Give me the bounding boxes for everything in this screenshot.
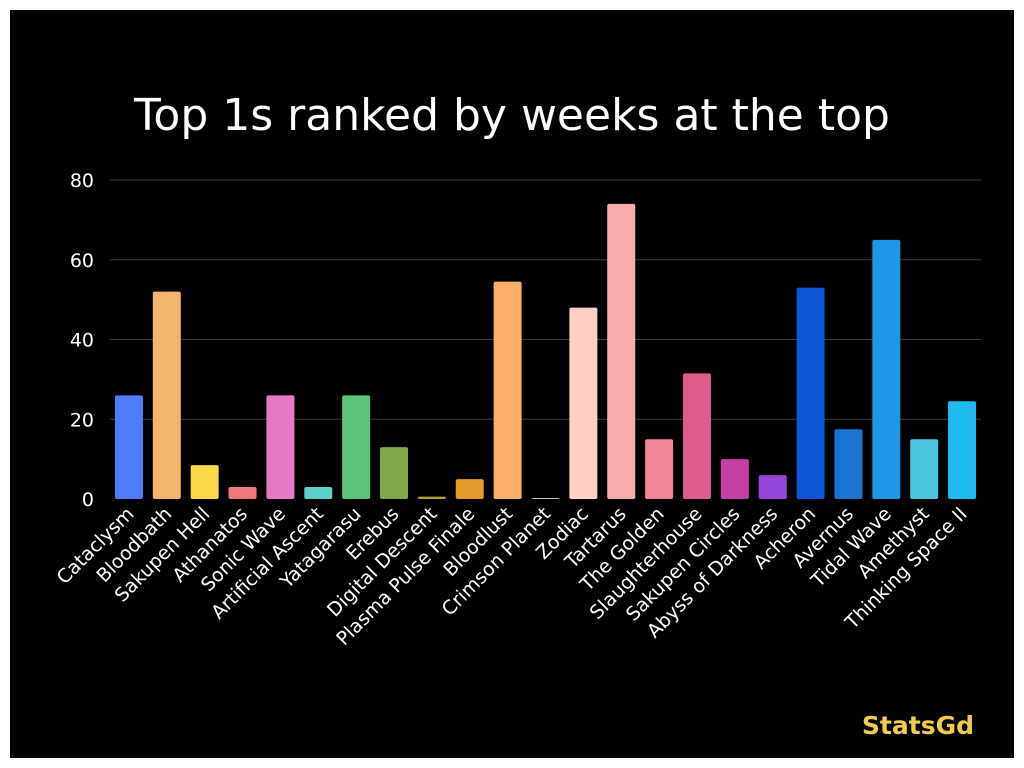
y-axis-ticks: 0 20 40 60 80 <box>70 170 94 511</box>
bar-thinking-space-ii <box>948 401 977 499</box>
y-tick-label: 20 <box>70 409 94 431</box>
chart-title: Top 1s ranked by weeks at the top <box>134 90 890 141</box>
bar-plasma-pulse-finale <box>455 479 484 499</box>
watermark-logo: StatsGd <box>861 711 974 740</box>
bar-artificial-ascent <box>304 487 333 499</box>
bars <box>114 203 977 500</box>
bar-acheron <box>796 287 825 499</box>
bar-tidal-wave <box>872 239 901 499</box>
bar-athanatos <box>228 487 257 499</box>
bar-tartarus <box>607 203 636 500</box>
bar-avernus <box>834 429 863 499</box>
chart-frame: Top 1s ranked by weeks at the top 0 20 40 6… <box>10 10 1014 758</box>
bar-zodiac <box>569 307 598 499</box>
bar-sonic-wave <box>266 395 295 499</box>
y-tick-label: 80 <box>70 170 94 192</box>
bar-the-golden <box>645 439 674 499</box>
bar-bloodlust <box>493 281 522 499</box>
bar-sakupen-hell <box>190 465 219 499</box>
bar-digital-descent <box>417 496 446 499</box>
y-tick-label: 0 <box>82 489 94 511</box>
bar-bloodbath <box>152 291 181 499</box>
bar-sakupen-circles <box>720 459 749 499</box>
bar-amethyst <box>910 439 939 499</box>
bar-erebus <box>380 447 409 499</box>
bar-yatagarasu <box>342 395 371 499</box>
bar-crimson-planet <box>531 498 560 499</box>
y-tick-label: 40 <box>70 330 94 352</box>
bar-cataclysm <box>114 395 143 499</box>
bar-slaughterhouse <box>682 373 711 499</box>
bar-abyss-of-darkness <box>758 475 787 499</box>
grid-lines <box>110 179 981 420</box>
y-tick-label: 60 <box>70 250 94 272</box>
